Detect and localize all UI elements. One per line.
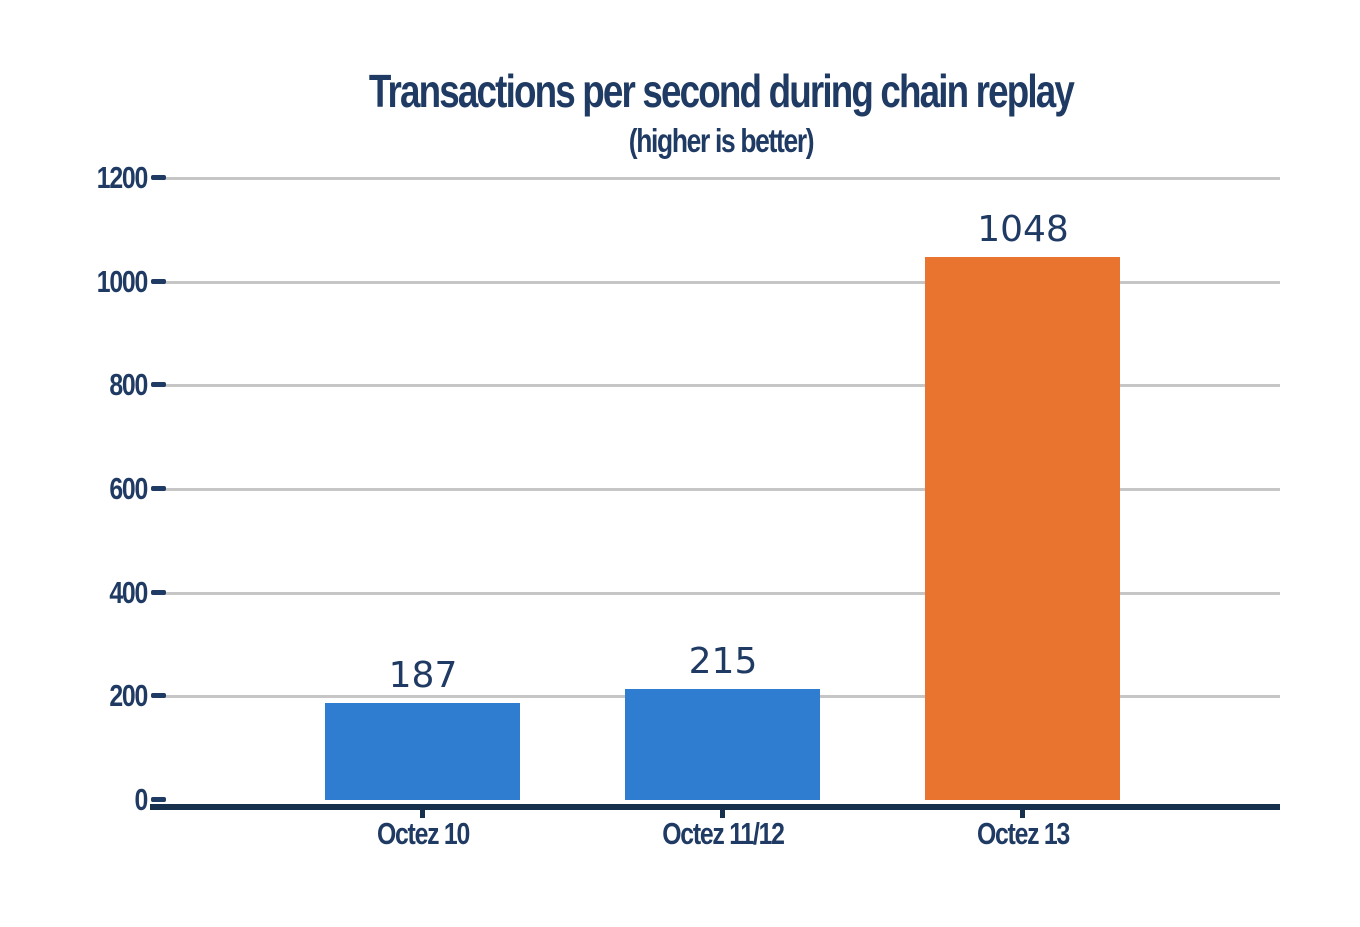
y-tick-label-800: 800 <box>109 367 148 402</box>
gridline-1200 <box>162 177 1280 180</box>
plot-area: 187 215 1048 <box>162 177 1280 800</box>
y-tick-label-600: 600 <box>109 471 148 506</box>
y-tick-mark <box>151 486 166 491</box>
y-tick-mark <box>151 797 166 802</box>
bar-octez-10 <box>325 703 520 800</box>
x-axis-label-1: Octez 10 <box>376 816 470 851</box>
x-tick-mark <box>1020 804 1025 818</box>
gridline-800 <box>162 384 1280 387</box>
chart-subtitle: (higher is better) <box>628 122 815 159</box>
x-axis-label-2: Octez 11/12 <box>662 816 785 851</box>
x-axis-label-3: Octez 13 <box>976 816 1070 851</box>
y-tick-mark <box>151 175 166 180</box>
y-tick-label-400: 400 <box>109 575 148 610</box>
y-tick-mark <box>151 382 166 387</box>
x-tick-mark <box>420 804 425 818</box>
y-tick-mark <box>151 693 166 698</box>
y-tick-label-200: 200 <box>109 678 148 713</box>
x-tick-mark <box>720 804 725 818</box>
y-tick-mark <box>151 590 166 595</box>
gridline-600 <box>162 488 1280 491</box>
y-tick-label-1000: 1000 <box>96 264 148 299</box>
y-tick-label-0: 0 <box>134 782 148 817</box>
gridline-1000 <box>162 281 1280 284</box>
y-tick-label-1200: 1200 <box>96 160 148 195</box>
chart-title: Transactions per second during chain rep… <box>368 65 1075 117</box>
bar-value-label: 1048 <box>977 209 1069 250</box>
bar-value-label: 215 <box>688 641 758 682</box>
bar-value-label: 187 <box>388 655 458 696</box>
y-tick-mark <box>151 279 166 284</box>
x-axis-line <box>150 804 1280 810</box>
gridline-400 <box>162 592 1280 595</box>
bar-octez-13 <box>925 257 1120 800</box>
bar-octez-11-12 <box>625 689 820 800</box>
